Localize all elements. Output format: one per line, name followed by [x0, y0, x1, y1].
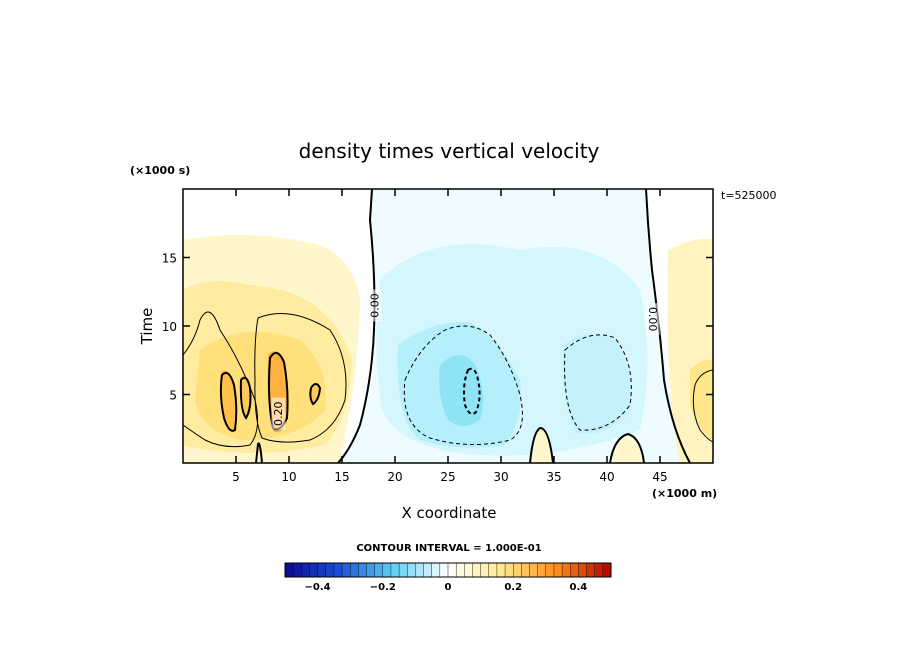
colorbar: −0.4 −0.2 0 0.2 0.4 — [284, 562, 612, 593]
contour-pos-0.2-d — [309, 383, 322, 406]
colorbar-cell — [504, 562, 514, 578]
colorbar-cell — [382, 562, 392, 578]
positive-fill-right-edge-inner — [690, 359, 713, 440]
colorbar-cell — [545, 562, 555, 578]
colorbar-tick-label: −0.2 — [370, 582, 396, 593]
colorbar-tick-label: 0.2 — [504, 582, 522, 593]
x-tick-label: 35 — [546, 470, 561, 484]
colorbar-cell — [423, 562, 433, 578]
contour-pos-0.2-b — [239, 376, 252, 420]
colorbar-cell — [602, 562, 612, 578]
colorbar-cell — [341, 562, 351, 578]
colorbar-cell — [284, 562, 294, 578]
y-tick-label: 10 — [162, 320, 177, 334]
colorbar-cell — [350, 562, 359, 578]
colorbar-cell — [529, 562, 539, 578]
colorbar-cell — [570, 562, 579, 578]
colorbar-cell — [390, 562, 400, 578]
x-tick-label: 30 — [493, 470, 508, 484]
colorbar-cell — [309, 562, 319, 578]
colorbar-cell — [496, 562, 506, 578]
negative-fill-right — [562, 333, 631, 434]
contour-neg-0.1-left — [403, 325, 523, 445]
colorbar-cell — [586, 562, 596, 578]
colorbar-cell — [464, 562, 473, 578]
contour-neg-0.1-right — [564, 334, 632, 431]
y-units-label: (×1000 s) — [130, 164, 190, 177]
colorbar-cell — [292, 562, 302, 578]
positive-fill-core-4 — [310, 384, 320, 404]
colorbar-cell — [488, 562, 498, 578]
contour-zero-left-spike — [255, 442, 263, 463]
x-axis: 5 10 15 20 25 30 35 40 45 — [232, 189, 668, 484]
contour-pos-0.1-b — [254, 313, 347, 443]
contour-label: 0.00 — [646, 307, 659, 332]
colorbar-cell — [447, 562, 457, 578]
time-stamp-label: t=525000 — [721, 189, 777, 202]
negative-fill-core — [439, 355, 484, 426]
colorbar-cell — [301, 562, 310, 578]
colorbar-frame — [284, 562, 612, 578]
positive-fill-bump-2 — [612, 436, 642, 463]
colorbar-cell — [407, 562, 416, 578]
colorbar-cell — [521, 562, 530, 578]
colorbar-cell — [537, 562, 547, 578]
colorbar-cell — [325, 562, 335, 578]
contour-pos-0.2-c — [268, 351, 289, 431]
contour-label-bg — [271, 397, 286, 430]
colorbar-cell — [553, 562, 563, 578]
chart-title: density times vertical velocity — [299, 139, 600, 163]
colorbar-tick-label: −0.4 — [305, 582, 331, 593]
contour-label-bg — [367, 289, 382, 322]
contour-zero-left — [337, 189, 376, 463]
colorbar-cell — [455, 562, 465, 578]
colorbar-cell — [561, 562, 571, 578]
colorbar-cell — [513, 562, 522, 578]
colorbar-cell — [431, 562, 441, 578]
contour-label-bg — [645, 303, 660, 336]
x-tick-label: 40 — [599, 470, 614, 484]
contour-label: 0.20 — [272, 401, 285, 426]
colorbar-cell — [317, 562, 327, 578]
x-tick-label: 45 — [652, 470, 667, 484]
colorbar-cell — [472, 562, 482, 578]
colorbar-cell — [398, 562, 408, 578]
positive-fill-inner — [195, 332, 326, 440]
x-tick-label: 15 — [334, 470, 349, 484]
colorbar-tick-label: 0 — [445, 582, 452, 593]
colorbar-cell — [374, 562, 384, 578]
colorbar-cell — [480, 562, 490, 578]
contour-zero-bump-2 — [609, 432, 645, 463]
colorbar-cell — [415, 562, 425, 578]
x-axis-label: X coordinate — [401, 504, 496, 522]
contour-interval-label: CONTOUR INTERVAL = 1.000E-01 — [356, 543, 541, 554]
colorbar-cell — [333, 562, 343, 578]
colorbar-cell — [358, 562, 368, 578]
plot-area: 0.00 0.00 0.20 — [182, 188, 714, 464]
y-axis-label: Time — [138, 308, 156, 346]
contour-fill-layer — [183, 189, 713, 463]
colorbar-cell — [366, 562, 376, 578]
contour-pos-0.1-right — [692, 369, 713, 443]
colorbar-cell — [578, 562, 588, 578]
contour-zero-bump-1 — [529, 426, 554, 463]
contour-neg-0.2 — [463, 367, 481, 415]
x-tick-label: 20 — [387, 470, 402, 484]
x-tick-label: 25 — [440, 470, 455, 484]
contour-label-layer: 0.00 0.00 0.20 — [271, 289, 660, 430]
contour-label: 0.00 — [368, 293, 381, 318]
y-axis: 5 10 15 — [162, 252, 713, 403]
x-tick-label: 10 — [281, 470, 296, 484]
colorbar-cell — [594, 562, 604, 578]
colorbar-cell — [439, 562, 449, 578]
y-tick-label: 15 — [162, 252, 177, 266]
colorbar-tick-label: 0.4 — [570, 582, 588, 593]
x-units-label: (×1000 m) — [652, 487, 717, 500]
y-tick-label: 5 — [169, 389, 177, 403]
contour-pos-0.2-a — [219, 372, 238, 432]
x-tick-label: 5 — [232, 470, 240, 484]
